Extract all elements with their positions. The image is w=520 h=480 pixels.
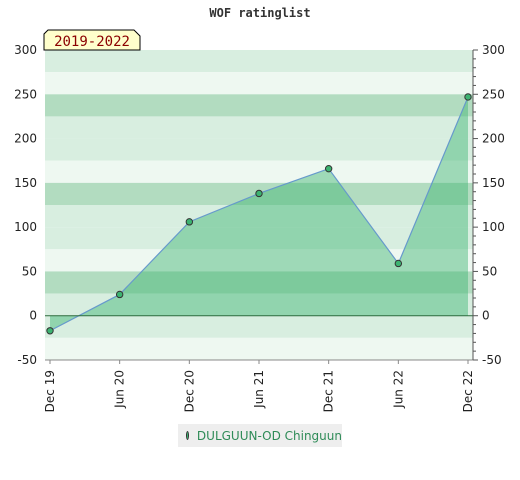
background-band [45,249,473,272]
y-tick-label-left: 100 [14,220,37,234]
background-band [45,227,473,250]
background-band [45,138,473,161]
background-band [45,271,473,294]
background-band [45,293,473,316]
x-tick-label: Jun 21 [252,370,266,409]
data-point [185,218,194,226]
background-band [45,337,473,360]
background-band [45,116,473,139]
background-band [45,50,473,73]
y-tick-label-left: 50 [22,264,37,278]
y-tick-label-right: 0 [482,309,490,323]
period-badge: 2019-2022 [43,29,141,51]
data-point [464,93,472,101]
x-tick-label: Dec 21 [322,370,336,412]
x-tick-label: Dec 20 [182,370,196,412]
x-tick-label: Jun 20 [113,370,127,409]
y-tick-label-right: 50 [482,264,497,278]
x-tick-label: Dec 22 [461,370,475,412]
background-band [45,72,473,95]
background-band [45,205,473,228]
y-tick-label-right: -50 [482,353,502,367]
background-band [45,160,473,183]
y-tick-label-right: 100 [482,220,505,234]
y-tick-label-left: 300 [14,43,37,57]
x-tick-label: Jun 22 [391,370,405,409]
period-badge-label: 2019-2022 [54,34,130,50]
data-point [115,290,124,299]
data-point [255,189,263,198]
series-area [50,96,468,331]
period-badge-box [43,29,141,51]
y-tick-label-left: -50 [17,353,37,367]
y-tick-label-right: 200 [482,132,505,146]
data-point [324,164,333,173]
data-point [46,327,54,335]
data-point [394,259,403,268]
chart-title: WOF ratinglist [209,6,310,20]
legend[interactable]: DULGUUN-OD Chinguun [178,424,342,447]
y-tick-label-right: 150 [482,176,505,190]
data-points [46,93,472,335]
background-band [45,94,473,117]
x-tick-label: Dec 19 [43,370,57,412]
y-tick-label-left: 200 [14,132,37,146]
y-tick-label-left: 150 [14,176,37,190]
legend-marker-icon [186,431,189,440]
y-tick-label-left: 0 [29,309,37,323]
legend-label: DULGUUN-OD Chinguun [196,428,342,443]
axes: -50 -50 0 0 50 50 100 100 150 150 200 200 250 250 300 3… [14,43,505,412]
y-tick-label-left: 250 [14,87,37,101]
y-tick-label-right: 250 [482,87,505,101]
background-band [45,315,473,338]
y-tick-label-right: 300 [482,43,505,57]
